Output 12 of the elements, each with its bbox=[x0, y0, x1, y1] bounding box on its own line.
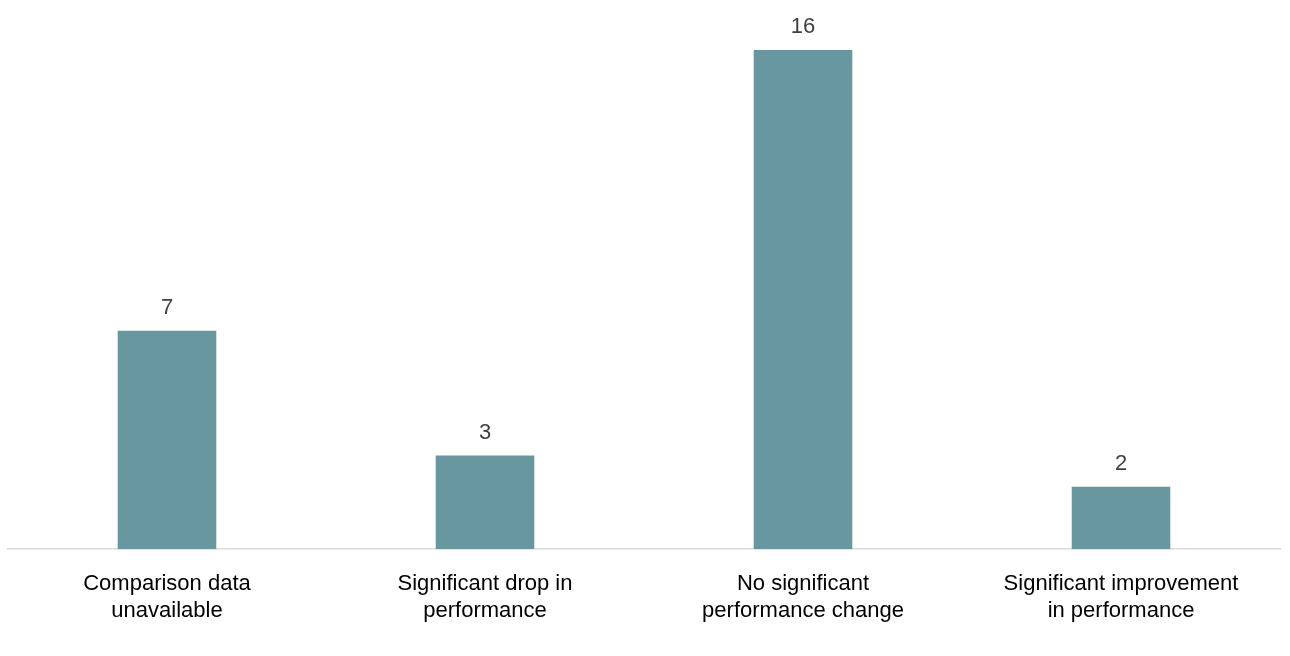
bar bbox=[753, 50, 853, 550]
x-tick-label: No significant performance change bbox=[702, 570, 904, 622]
x-tick-label: Significant improvement in performance bbox=[1003, 570, 1239, 622]
data-label: 16 bbox=[790, 13, 816, 39]
data-label: 7 bbox=[160, 293, 174, 319]
data-label: 2 bbox=[1114, 449, 1128, 475]
bar bbox=[435, 455, 535, 550]
bar bbox=[117, 330, 217, 550]
x-tick-label: Comparison data unavailable bbox=[83, 570, 252, 622]
bar bbox=[1071, 486, 1171, 550]
data-label: 3 bbox=[478, 418, 492, 444]
x-tick-label: Significant drop in performance bbox=[397, 570, 573, 622]
